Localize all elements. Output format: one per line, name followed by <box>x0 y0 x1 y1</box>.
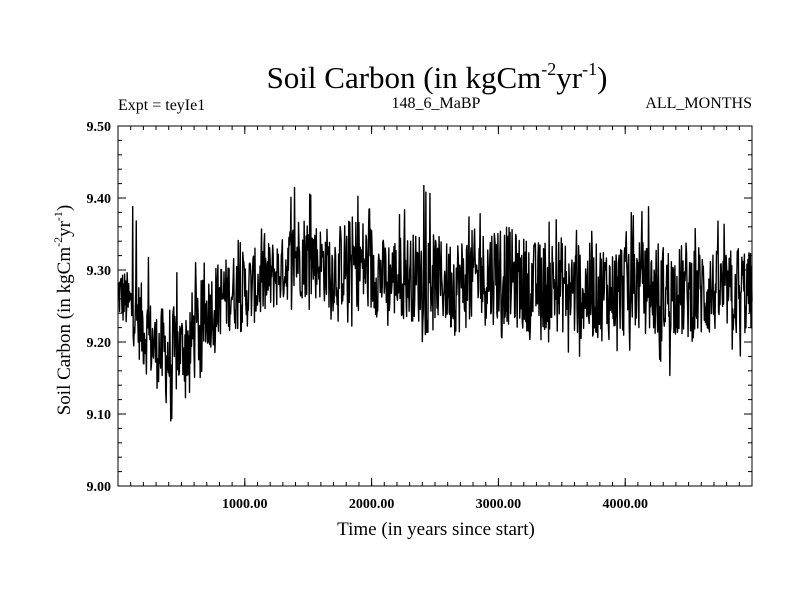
y-tick-label: 9.10 <box>87 408 112 423</box>
series-line <box>117 184 753 422</box>
x-tick-label: 4000.00 <box>602 497 648 512</box>
subtitle-experiment: Expt = teyIe1 <box>118 97 205 114</box>
y-tick-label: 9.30 <box>87 264 112 279</box>
series-layer <box>117 184 753 422</box>
y-tick-label: 9.20 <box>87 336 112 351</box>
subtitle-months: ALL_MONTHS <box>645 95 752 112</box>
y-axis-label-mid: yr <box>54 220 75 237</box>
y-axis-label-sup1: -2 <box>51 237 65 247</box>
ticks-layer: 9.00 9.10 9.20 9.30 9.40 9.50 1000.00 2000.00 30… <box>87 120 752 512</box>
x-axis-label: Time (in years since start) <box>337 519 535 540</box>
subtitle-period: 148_6_MaBP <box>392 95 481 112</box>
y-axis-label-sup2: -1 <box>51 211 65 221</box>
chart-title-end: ) <box>597 60 607 95</box>
chart-title-sup2: -1 <box>582 59 597 79</box>
x-tick-label: 1000.00 <box>222 497 268 512</box>
x-tick-label: 3000.00 <box>476 497 522 512</box>
chart-title-sup1: -2 <box>541 59 556 79</box>
y-tick-label: 9.50 <box>87 120 112 135</box>
y-tick-label: 9.00 <box>87 480 112 495</box>
chart-title-mid: yr <box>556 60 583 95</box>
chart-title: Soil Carbon (in kgCm-2yr-1) <box>267 59 608 95</box>
y-tick-label: 9.40 <box>87 192 112 207</box>
y-axis-label: Soil Carbon (in kgCm-2yr-1) <box>51 205 75 416</box>
plot-frame <box>117 125 753 487</box>
y-axis-label-end: ) <box>54 205 75 211</box>
y-axis-label-main: Soil Carbon (in kgCm <box>54 247 75 416</box>
chart-title-main: Soil Carbon (in kgCm <box>267 60 542 95</box>
x-tick-label: 2000.00 <box>349 497 395 512</box>
